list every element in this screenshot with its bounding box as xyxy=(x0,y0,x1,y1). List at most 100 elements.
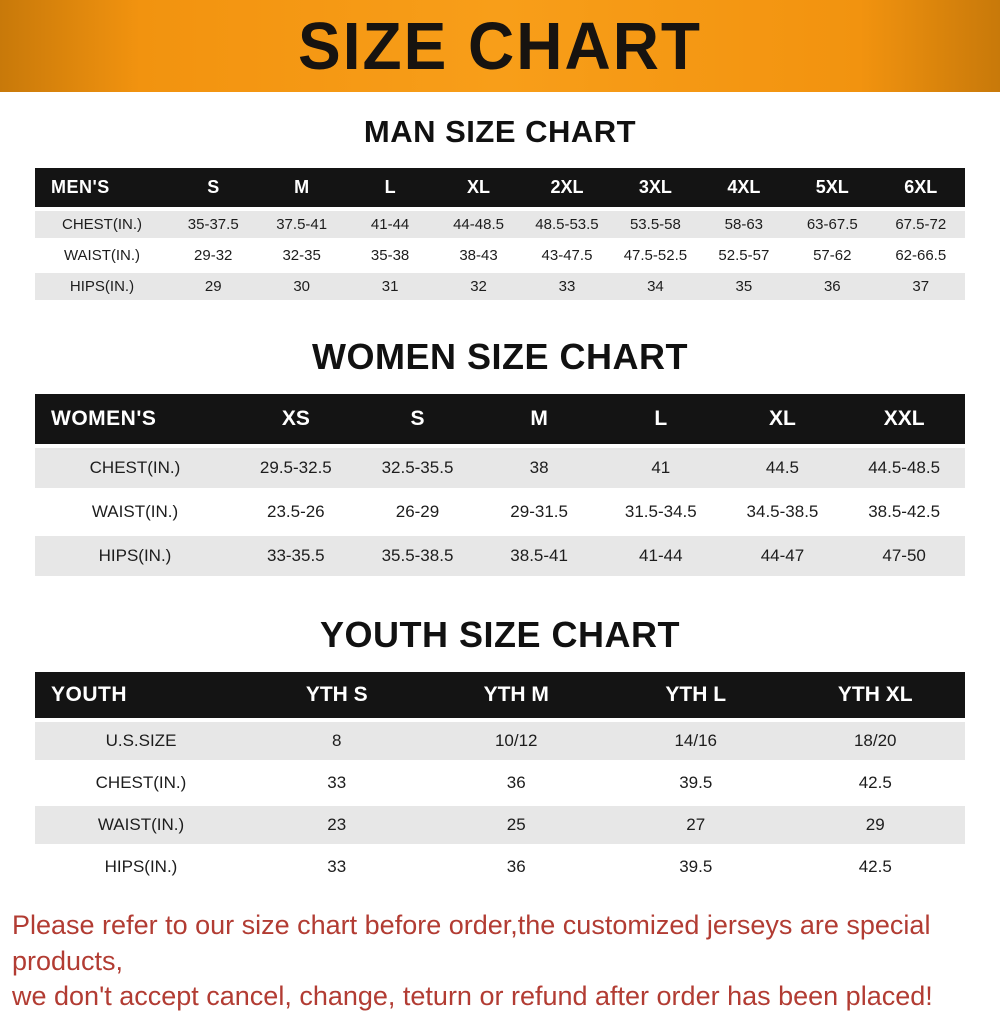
measurement-label-cell: CHEST(IN.) xyxy=(35,211,169,238)
women-size-section: WOMEN SIZE CHART WOMEN'S XS S M L XL XXL CHEST(… xyxy=(0,336,1000,580)
value-cell: 41 xyxy=(599,448,722,488)
table-row: HIPS(IN.) 33-35.5 35.5-38.5 38.5-41 41-44 44-… xyxy=(35,536,965,576)
value-cell: 47-50 xyxy=(843,536,965,576)
value-cell: 29 xyxy=(169,273,258,300)
women-size-heading: WOMEN SIZE CHART xyxy=(312,336,688,377)
value-cell: 31.5-34.5 xyxy=(599,492,722,532)
value-cell: 67.5-72 xyxy=(876,211,965,238)
size-header-cell: L xyxy=(599,394,722,444)
table-header-row: MEN'S S M L XL 2XL 3XL 4XL 5XL 6XL xyxy=(35,168,965,207)
size-header-cell: YTH L xyxy=(606,672,786,718)
size-header-cell: 5XL xyxy=(788,168,877,207)
value-cell: 47.5-52.5 xyxy=(611,242,700,269)
table-row: WAIST(IN.) 23 25 27 29 xyxy=(35,806,965,844)
measurement-label-cell: WAIST(IN.) xyxy=(35,242,169,269)
value-cell: 32 xyxy=(434,273,523,300)
size-header-cell: L xyxy=(345,168,435,207)
value-cell: 29 xyxy=(785,806,965,844)
measurement-label-cell: WAIST(IN.) xyxy=(35,492,235,532)
value-cell: 10/12 xyxy=(426,722,606,760)
size-header-cell: M xyxy=(478,394,600,444)
value-cell: 35-38 xyxy=(345,242,435,269)
value-cell: 48.5-53.5 xyxy=(522,211,612,238)
size-header-cell: 2XL xyxy=(522,168,612,207)
value-cell: 63-67.5 xyxy=(788,211,877,238)
value-cell: 32-35 xyxy=(257,242,346,269)
table-row: CHEST(IN.) 33 36 39.5 42.5 xyxy=(35,764,965,802)
size-header-cell: 6XL xyxy=(876,168,965,207)
table-title-cell: YOUTH xyxy=(35,672,247,718)
measurement-label-cell: HIPS(IN.) xyxy=(35,536,235,576)
value-cell: 18/20 xyxy=(785,722,965,760)
banner-title: SIZE CHART xyxy=(298,8,702,84)
table-title-cell: MEN'S xyxy=(35,168,169,207)
value-cell: 62-66.5 xyxy=(876,242,965,269)
value-cell: 35.5-38.5 xyxy=(356,536,479,576)
value-cell: 38.5-41 xyxy=(478,536,600,576)
value-cell: 8 xyxy=(247,722,427,760)
youth-size-heading: YOUTH SIZE CHART xyxy=(319,614,680,655)
youth-size-table: YOUTH YTH S YTH M YTH L YTH XL U.S.SIZE 8 10/12… xyxy=(35,668,965,890)
man-size-section: MAN SIZE CHART MEN'S S M L XL 2XL 3XL 4XL 5XL 6XL… xyxy=(0,114,1000,304)
value-cell: 31 xyxy=(345,273,435,300)
value-cell: 27 xyxy=(606,806,786,844)
value-cell: 38.5-42.5 xyxy=(843,492,965,532)
measurement-label-cell: HIPS(IN.) xyxy=(35,273,169,300)
value-cell: 36 xyxy=(426,764,606,802)
table-header-row: WOMEN'S XS S M L XL XXL xyxy=(35,394,965,444)
value-cell: 38-43 xyxy=(434,242,523,269)
value-cell: 44.5 xyxy=(721,448,844,488)
womens-size-table: WOMEN'S XS S M L XL XXL CHEST(IN.) 29.5-32.5 32.5… xyxy=(35,390,965,580)
value-cell: 36 xyxy=(788,273,877,300)
man-size-heading: MAN SIZE CHART xyxy=(363,114,637,149)
value-cell: 58-63 xyxy=(699,211,789,238)
value-cell: 23.5-26 xyxy=(235,492,357,532)
value-cell: 41-44 xyxy=(599,536,722,576)
value-cell: 33-35.5 xyxy=(235,536,357,576)
value-cell: 33 xyxy=(247,764,427,802)
value-cell: 44-47 xyxy=(721,536,844,576)
size-header-cell: YTH S xyxy=(247,672,427,718)
measurement-label-cell: U.S.SIZE xyxy=(35,722,247,760)
footer-note-line-2: we don't accept cancel, change, teturn o… xyxy=(12,981,933,1012)
value-cell: 30 xyxy=(257,273,346,300)
footer-note-line-1: Please refer to our size chart before or… xyxy=(12,910,931,976)
footer-note: Please refer to our size chart before or… xyxy=(0,906,1000,1017)
value-cell: 44-48.5 xyxy=(434,211,523,238)
measurement-label-cell: HIPS(IN.) xyxy=(35,848,247,886)
size-header-cell: M xyxy=(257,168,346,207)
value-cell: 38 xyxy=(478,448,600,488)
value-cell: 34.5-38.5 xyxy=(721,492,844,532)
size-header-cell: XL xyxy=(721,394,844,444)
size-header-cell: 3XL xyxy=(611,168,700,207)
size-header-cell: S xyxy=(169,168,258,207)
value-cell: 39.5 xyxy=(606,848,786,886)
table-row: WAIST(IN.) 23.5-26 26-29 29-31.5 31.5-34.5 34… xyxy=(35,492,965,532)
value-cell: 36 xyxy=(426,848,606,886)
value-cell: 41-44 xyxy=(345,211,435,238)
value-cell: 33 xyxy=(522,273,612,300)
value-cell: 23 xyxy=(247,806,427,844)
value-cell: 35 xyxy=(699,273,789,300)
value-cell: 26-29 xyxy=(356,492,479,532)
value-cell: 37.5-41 xyxy=(257,211,346,238)
value-cell: 32.5-35.5 xyxy=(356,448,479,488)
measurement-label-cell: CHEST(IN.) xyxy=(35,764,247,802)
size-header-cell: YTH XL xyxy=(785,672,965,718)
value-cell: 39.5 xyxy=(606,764,786,802)
table-row: CHEST(IN.) 35-37.5 37.5-41 41-44 44-48.5 48.5… xyxy=(35,211,965,238)
measurement-label-cell: WAIST(IN.) xyxy=(35,806,247,844)
value-cell: 57-62 xyxy=(788,242,877,269)
table-row: WAIST(IN.) 29-32 32-35 35-38 38-43 43-47.5 47.… xyxy=(35,242,965,269)
measurement-label-cell: CHEST(IN.) xyxy=(35,448,235,488)
table-row: U.S.SIZE 8 10/12 14/16 18/20 xyxy=(35,722,965,760)
value-cell: 52.5-57 xyxy=(699,242,789,269)
value-cell: 34 xyxy=(611,273,700,300)
value-cell: 44.5-48.5 xyxy=(843,448,965,488)
size-header-cell: 4XL xyxy=(699,168,789,207)
youth-size-section: YOUTH SIZE CHART YOUTH YTH S YTH M YTH L YTH… xyxy=(0,614,1000,890)
size-header-cell: YTH M xyxy=(426,672,606,718)
value-cell: 29-32 xyxy=(169,242,258,269)
table-header-row: YOUTH YTH S YTH M YTH L YTH XL xyxy=(35,672,965,718)
